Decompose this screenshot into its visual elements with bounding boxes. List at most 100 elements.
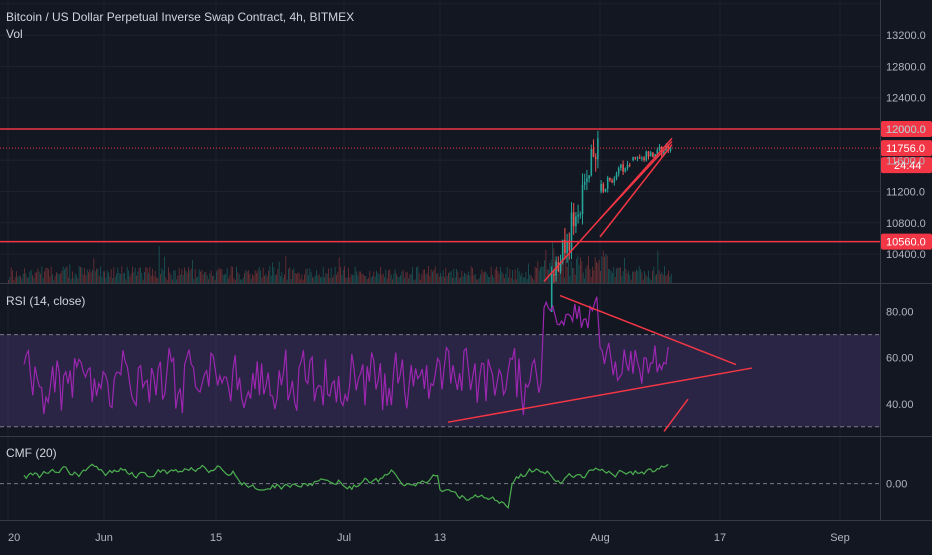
volume-bar — [396, 273, 397, 283]
candle-body — [656, 149, 659, 155]
candle-body — [592, 149, 595, 157]
candle-body — [553, 274, 555, 276]
candle-body — [641, 157, 643, 159]
volume-bar — [333, 275, 335, 283]
volume-bar — [45, 268, 47, 283]
candle-body — [568, 240, 571, 251]
volume-bar — [170, 274, 172, 283]
volume-bar — [616, 268, 617, 283]
volume-bar — [444, 277, 445, 283]
volume-bar — [254, 270, 256, 283]
volume-bar — [118, 273, 120, 283]
volume-bar — [26, 277, 28, 283]
volume-bar — [206, 275, 208, 283]
volume-bar — [317, 275, 319, 283]
volume-bar — [454, 277, 456, 283]
volume-bar — [481, 269, 483, 283]
volume-bar — [58, 274, 60, 283]
volume-label: Vol — [6, 27, 23, 41]
volume-bar — [658, 270, 660, 283]
volume-bar — [257, 270, 259, 283]
volume-bar — [456, 269, 457, 283]
volume-bar — [642, 279, 644, 283]
volume-bar — [208, 279, 209, 283]
volume-bar — [52, 274, 53, 283]
volume-bar — [150, 275, 152, 283]
volume-bar — [93, 258, 95, 283]
volume-bar — [542, 266, 544, 283]
volume-bar — [661, 272, 663, 283]
volume-bar — [70, 278, 72, 283]
volume-bar — [145, 267, 147, 283]
volume-bar — [637, 270, 639, 283]
volume-bar — [440, 272, 441, 283]
volume-bar — [400, 275, 401, 283]
candle-body — [594, 156, 597, 160]
volume-bar — [450, 271, 452, 283]
volume-bar — [386, 278, 388, 283]
cmf-tick-label-0: 0.00 — [886, 479, 907, 491]
volume-bar — [362, 273, 364, 283]
volume-bar — [172, 279, 173, 283]
volume-bar — [225, 273, 227, 283]
candle-body — [632, 157, 634, 161]
volume-bar — [29, 271, 31, 283]
volume-bar — [532, 277, 533, 283]
volume-bar — [9, 277, 11, 283]
volume-bar — [324, 276, 325, 283]
volume-bar — [161, 268, 163, 283]
volume-bar — [644, 271, 645, 283]
volume-bar — [84, 268, 85, 283]
volume-bar — [482, 272, 484, 283]
volume-bar — [73, 278, 75, 283]
volume-bar — [533, 279, 535, 283]
volume-bar — [130, 273, 132, 283]
volume-bar — [377, 272, 379, 283]
rsi-line — [23, 296, 669, 416]
volume-bar — [590, 277, 592, 283]
volume-bar — [236, 266, 237, 283]
volume-bar — [558, 270, 560, 283]
volume-bar — [181, 269, 183, 283]
volume-bar — [473, 275, 475, 283]
volume-bar — [8, 279, 9, 283]
volume-bar — [445, 267, 447, 283]
volume-bar — [552, 242, 553, 283]
volume-bar — [100, 266, 101, 283]
candle-body — [559, 262, 562, 272]
volume-bar — [376, 270, 377, 283]
volume-bar — [344, 266, 345, 283]
volume-bar — [246, 271, 248, 283]
volume-bar — [549, 262, 551, 283]
volume-bar — [152, 268, 153, 283]
volume-bar — [588, 255, 589, 283]
candle-body — [572, 212, 575, 227]
volume-bar — [657, 250, 659, 283]
volume-bar — [514, 269, 516, 283]
volume-bar — [598, 259, 600, 283]
candle-body — [645, 151, 648, 161]
candle-body — [654, 154, 656, 158]
volume-bar — [638, 266, 640, 283]
volume-bar — [200, 271, 201, 283]
volume-bar — [336, 274, 337, 283]
volume-bar — [297, 272, 299, 283]
volume-bar — [121, 266, 123, 283]
volume-bar — [589, 269, 591, 283]
volume-bar — [217, 269, 219, 283]
volume-bar — [578, 264, 580, 283]
volume-bar — [670, 273, 672, 283]
volume-bar — [165, 277, 167, 283]
volume-bar — [166, 279, 168, 283]
volume-bar — [242, 277, 244, 283]
volume-bar — [524, 277, 525, 283]
volume-bar — [228, 278, 229, 283]
volume-bar — [518, 271, 520, 283]
volume-bar — [94, 271, 96, 283]
volume-bar — [569, 275, 571, 283]
volume-bar — [489, 276, 491, 283]
time-tick-label-7: Sep — [830, 532, 850, 544]
volume-bar — [321, 276, 323, 283]
